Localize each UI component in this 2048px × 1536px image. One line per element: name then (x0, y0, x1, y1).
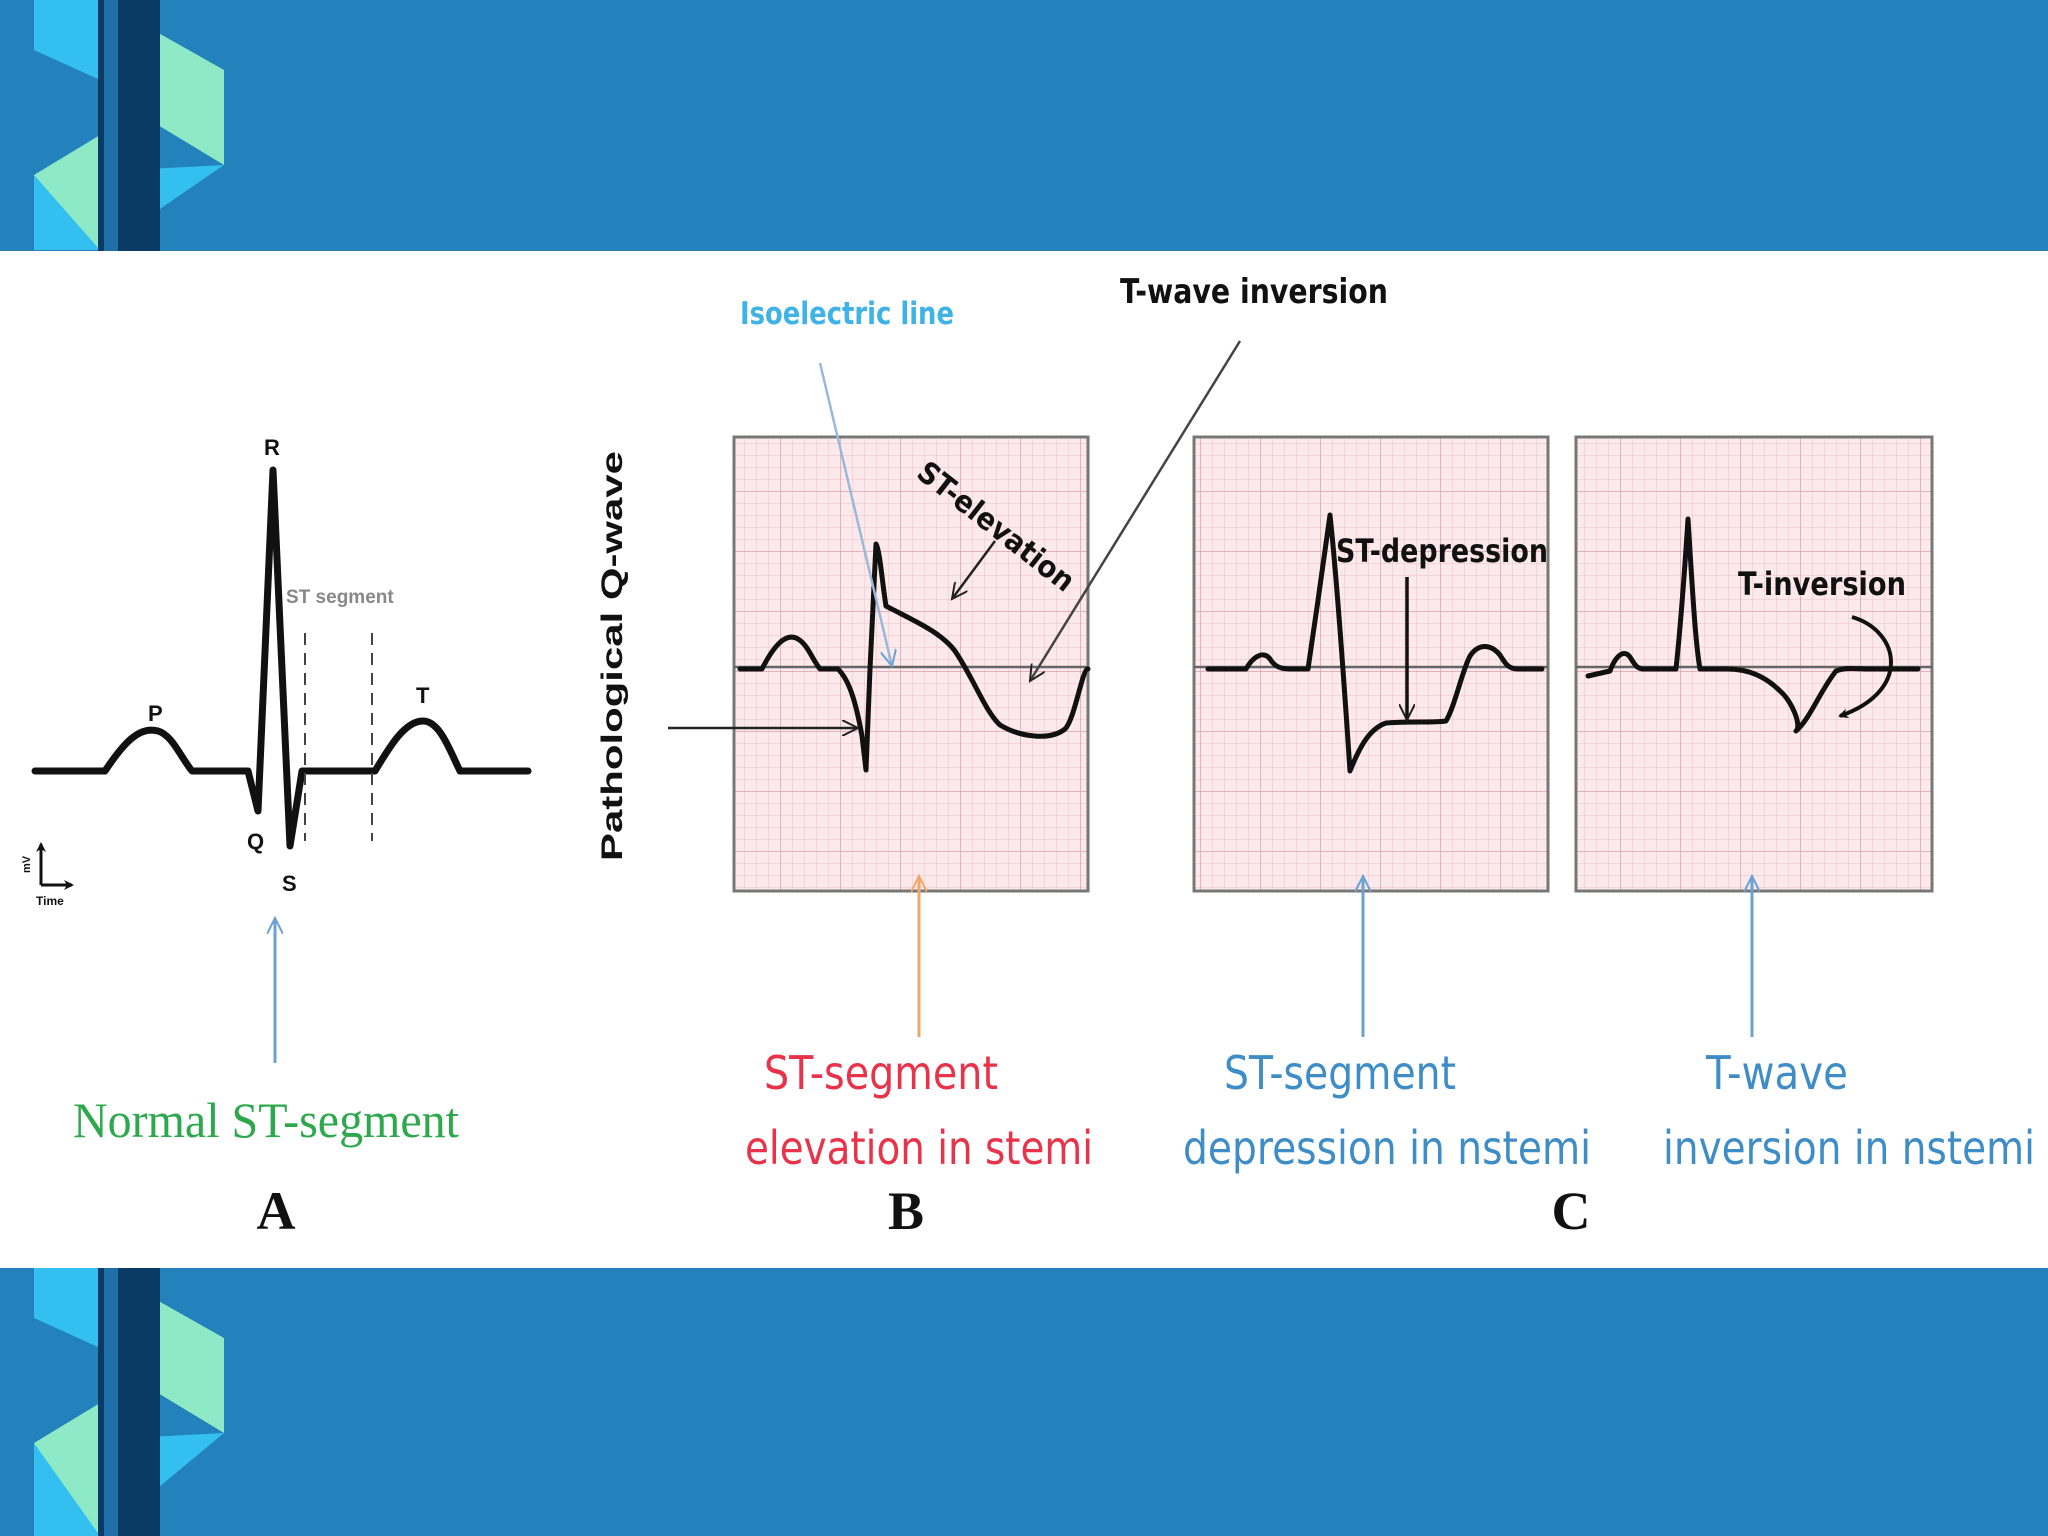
st-depression-ecg-trace (1205, 512, 1545, 774)
st-elevation-arrow (952, 540, 997, 599)
ribbon-logo-top (34, 0, 224, 251)
s-wave-label: S (282, 871, 297, 896)
panel-a-letter: A (257, 1181, 296, 1241)
normal-st-caption: Normal ST-segment (73, 1092, 459, 1148)
panel-c: ST-depression ST-segment depression in n… (1183, 435, 2035, 1241)
q-wave-label: Q (247, 829, 264, 854)
nstemi-inversion-caption-line2: inversion in nstemi (1663, 1121, 2035, 1175)
top-banner (0, 0, 2048, 251)
nstemi-inversion-caption-line1: T-wave (1705, 1046, 1848, 1100)
panel-c-letter: C (1552, 1181, 1591, 1241)
mv-axis-label: mV (21, 855, 33, 873)
t-wave-inversion-arrow (1030, 340, 1242, 681)
isoelectric-line-label: Isoelectric line (740, 296, 954, 332)
panel-b: Isoelectric line T-wave inversion ST-ele… (596, 272, 1388, 1241)
normal-ecg-trace (31, 466, 532, 850)
t-wave-label: T (416, 683, 430, 708)
t-inversion-curved-arrow (1838, 615, 1893, 719)
t-wave-inversion-label: T-wave inversion (1120, 272, 1388, 312)
pathological-q-wave-label: Pathological Q-wave (596, 451, 629, 861)
ribbon-logo-bottom (34, 1268, 224, 1536)
isoelectric-line-arrow (818, 362, 892, 666)
p-wave-label: P (148, 701, 163, 726)
stemi-ecg-trace (737, 541, 1091, 773)
st-depression-label: ST-depression (1336, 532, 1548, 570)
st-segment-label: ST segment (286, 587, 394, 608)
time-axis-label: Time (36, 894, 64, 908)
panel-b-letter: B (888, 1181, 924, 1241)
stemi-caption-line1: ST-segment (764, 1046, 998, 1100)
stemi-ecg-grid (732, 435, 1090, 893)
t-inversion-label: T-inversion (1738, 565, 1906, 603)
t-inversion-ecg-trace (1585, 516, 1921, 734)
stemi-caption-line2: elevation in stemi (745, 1121, 1093, 1175)
bottom-banner (0, 1268, 2048, 1536)
t-inversion-ecg-grid (1574, 435, 1934, 893)
ecg-diagram: ST segment R P Q S T mV Time Normal ST-s… (21, 272, 2035, 1241)
st-depression-ecg-grid (1192, 435, 1550, 893)
nstemi-depression-caption-line2: depression in nstemi (1183, 1121, 1591, 1175)
panel-a: ST segment R P Q S T mV Time Normal ST-s… (21, 435, 532, 1241)
nstemi-depression-caption-line1: ST-segment (1224, 1046, 1456, 1100)
r-wave-label: R (264, 435, 280, 460)
ecg-figure: ST segment R P Q S T mV Time Normal ST-s… (0, 251, 2048, 1268)
